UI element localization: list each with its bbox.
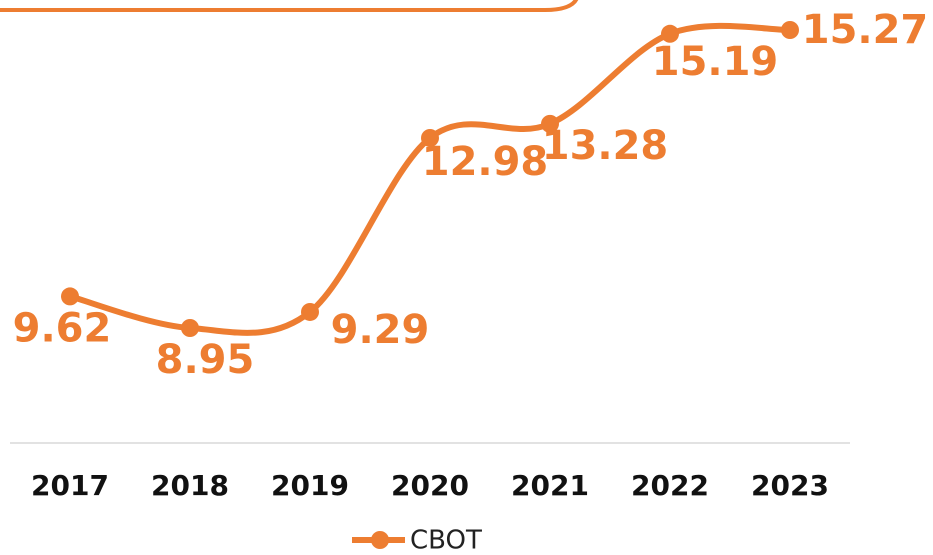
- data-label: 8.95: [156, 337, 255, 383]
- data-label: 9.62: [13, 305, 112, 351]
- x-tick-label: 2019: [271, 469, 349, 502]
- x-tick-label: 2022: [631, 469, 709, 502]
- legend-marker: [371, 531, 389, 549]
- data-label: 15.27: [802, 7, 929, 53]
- marker: [541, 114, 559, 133]
- marker: [781, 21, 799, 39]
- marker: [421, 128, 439, 147]
- x-tick-label: 2021: [511, 469, 589, 502]
- marker: [181, 319, 199, 337]
- legend-label: CBOT: [410, 526, 482, 555]
- x-tick-label: 2023: [751, 469, 829, 502]
- marker: [61, 287, 79, 306]
- data-label: 9.29: [331, 307, 430, 353]
- marker: [661, 24, 679, 43]
- x-tick-label: 2020: [391, 469, 469, 502]
- x-tick-label: 2018: [151, 469, 229, 502]
- data-label: 13.28: [542, 123, 669, 169]
- header-frame: [0, 0, 579, 12]
- data-label: 12.98: [422, 139, 549, 185]
- x-tick-label: 2017: [31, 469, 109, 502]
- data-label: 15.19: [652, 39, 779, 85]
- marker: [301, 302, 319, 321]
